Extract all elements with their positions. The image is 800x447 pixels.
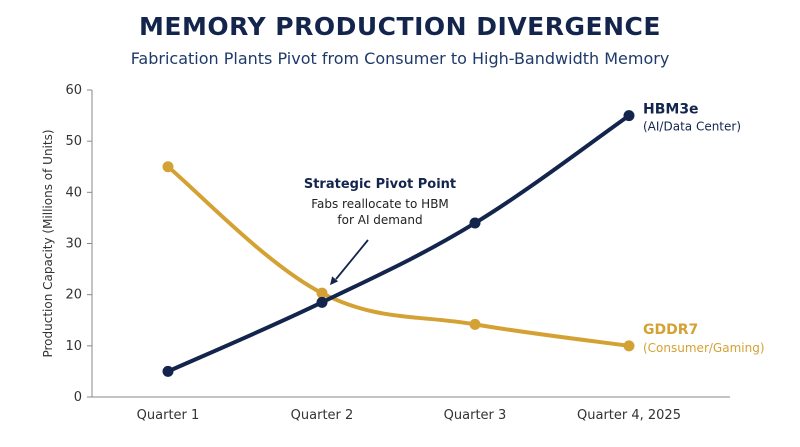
- y-tick-label: 30: [65, 237, 82, 252]
- y-tick-label: 10: [65, 339, 82, 354]
- data-point-gddr7: [469, 318, 481, 330]
- series-sublabel-gddr7: (Consumer/Gaming): [643, 341, 765, 355]
- x-tick-label: Quarter 3: [444, 408, 507, 423]
- annotation-text: for AI demand: [337, 213, 422, 227]
- data-point-hbm3e: [162, 365, 174, 377]
- y-tick-label: 60: [65, 83, 82, 98]
- x-tick-label: Quarter 1: [137, 408, 200, 423]
- series-label-gddr7: GDDR7: [643, 322, 698, 338]
- series-label-hbm3e: HBM3e: [643, 102, 699, 118]
- data-point-hbm3e: [623, 110, 635, 122]
- data-point-hbm3e: [316, 296, 328, 308]
- y-tick-label: 40: [65, 185, 82, 200]
- y-axis-label: Production Capacity (Millions of Units): [41, 129, 55, 357]
- data-point-hbm3e: [469, 217, 481, 229]
- y-tick-label: 0: [74, 390, 82, 405]
- data-point-gddr7: [162, 161, 174, 173]
- x-tick-label: Quarter 2: [291, 408, 354, 423]
- data-point-gddr7: [623, 340, 635, 352]
- y-tick-label: 50: [65, 134, 82, 149]
- annotation-text: Fabs reallocate to HBM: [311, 197, 449, 211]
- series-line-hbm3e: [166, 113, 631, 374]
- annotation-arrowhead: [330, 276, 339, 286]
- x-tick-label: Quarter 4, 2025: [577, 408, 681, 423]
- y-tick-label: 20: [65, 288, 82, 303]
- annotation-arrow: [335, 239, 369, 280]
- chart-title: MEMORY PRODUCTION DIVERGENCE: [139, 12, 661, 41]
- annotation-title: Strategic Pivot Point: [304, 177, 456, 192]
- data-point-gddr7: [316, 287, 328, 299]
- series-sublabel-hbm3e: (AI/Data Center): [643, 120, 741, 134]
- series-line-gddr7: [166, 164, 631, 348]
- chart-subtitle: Fabrication Plants Pivot from Consumer t…: [130, 49, 670, 68]
